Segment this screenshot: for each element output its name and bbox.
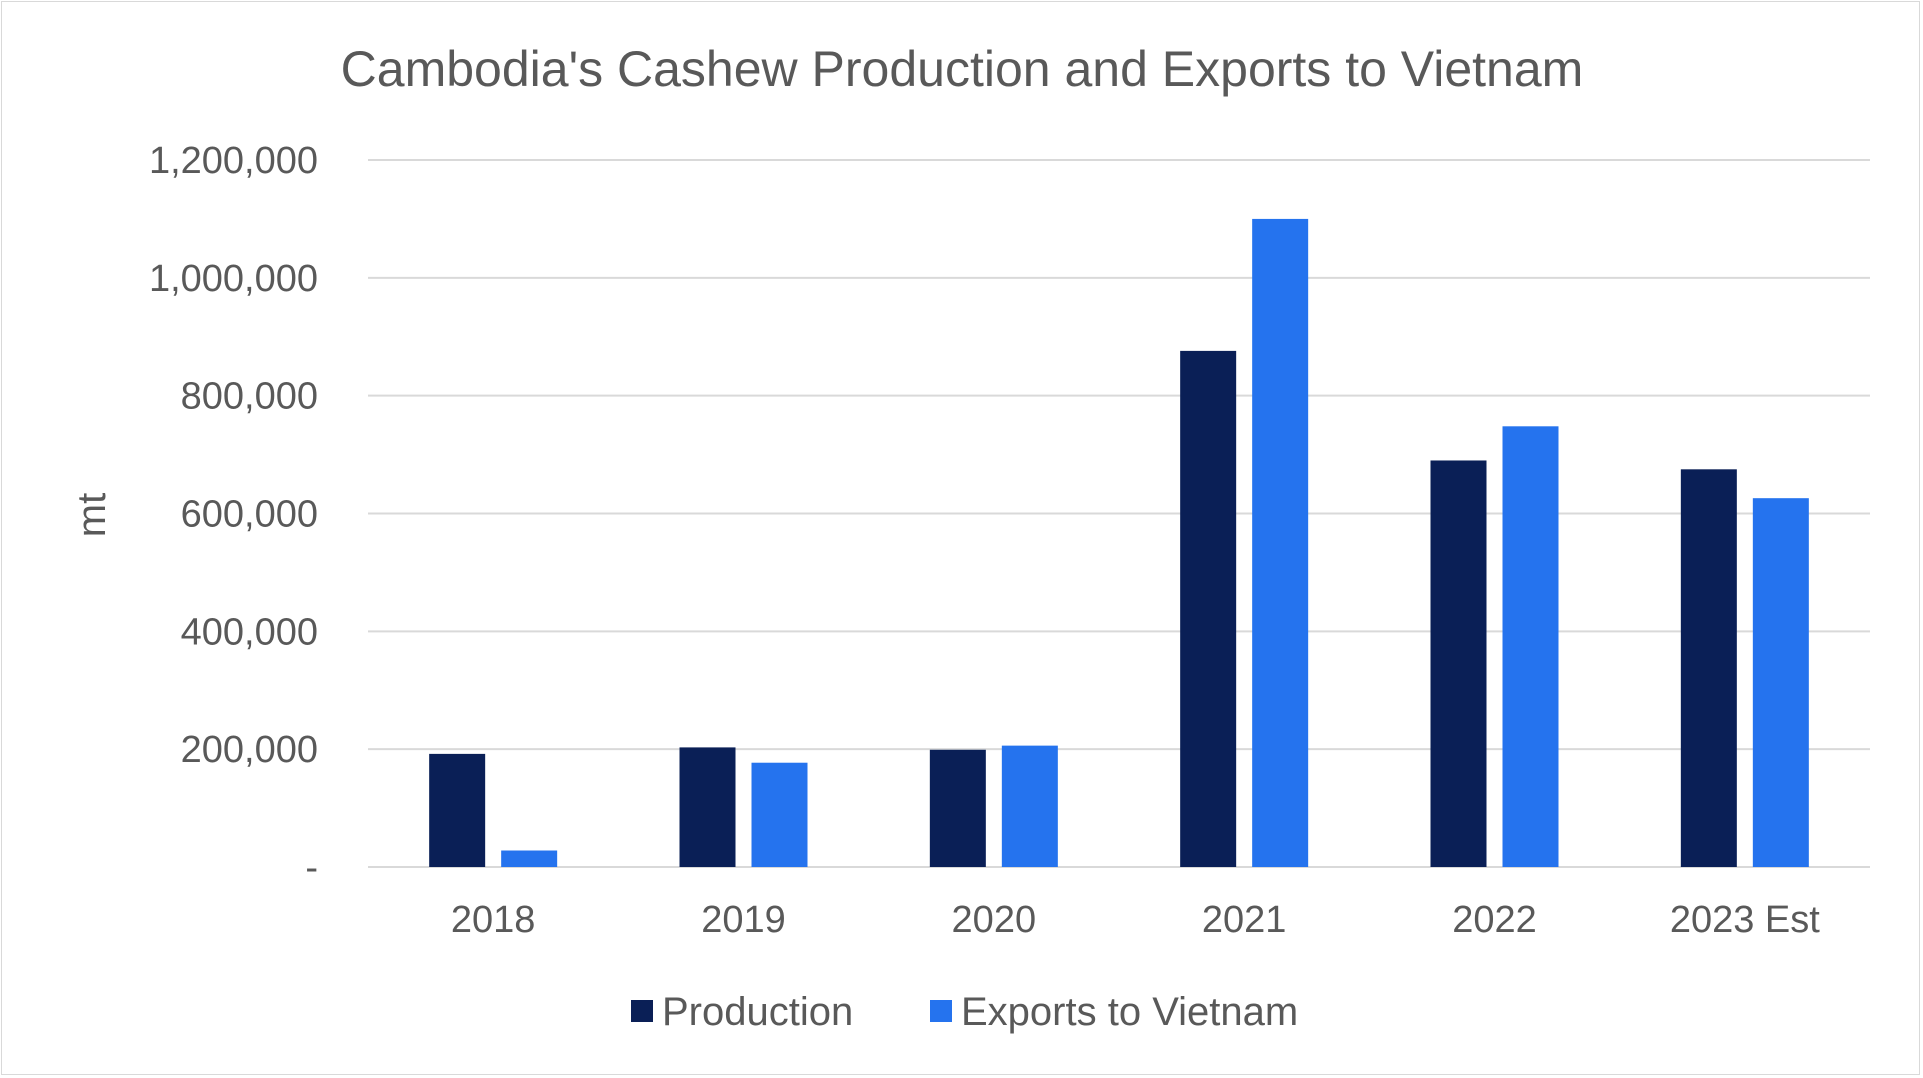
- x-tick-label: 2023 Est: [1670, 899, 1820, 941]
- legend-swatch: [631, 1000, 653, 1022]
- chart-title: Cambodia's Cashew Production and Exports…: [341, 41, 1584, 97]
- y-axis-title: mt: [70, 493, 114, 537]
- y-tick-label: 600,000: [181, 494, 318, 536]
- bar-production-2018: [429, 753, 486, 867]
- x-tick-label: 2019: [701, 899, 786, 941]
- x-tick-label: 2022: [1452, 899, 1537, 941]
- y-tick-label: -: [305, 847, 318, 889]
- bar-exports-2020: [1001, 745, 1058, 867]
- bar-exports-2022: [1502, 426, 1559, 867]
- x-tick-label: 2021: [1202, 899, 1287, 941]
- gridlines: [368, 159, 1870, 868]
- legend-label: Exports to Vietnam: [961, 990, 1298, 1034]
- bar-production-2022: [1430, 460, 1487, 867]
- bars: [429, 218, 1809, 867]
- bar-production-2019: [679, 747, 736, 867]
- x-tick-label: 2020: [952, 899, 1037, 941]
- legend: Production Exports to Vietnam: [631, 990, 1298, 1034]
- y-tick-label: 1,000,000: [149, 258, 318, 300]
- y-tick-label: 1,200,000: [149, 140, 318, 182]
- x-axis-ticks: 2018 2019 2020 2021 2022 2023 Est: [451, 899, 1820, 941]
- bar-exports-2018: [501, 850, 558, 867]
- x-tick-label: 2018: [451, 899, 536, 941]
- bar-production-2023-est: [1680, 469, 1737, 867]
- bar-exports-2021: [1252, 218, 1309, 867]
- bar-production-2020: [929, 749, 986, 867]
- bar-production-2021: [1180, 350, 1237, 867]
- y-tick-label: 400,000: [181, 611, 318, 653]
- y-tick-label: 200,000: [181, 729, 318, 771]
- legend-swatch: [930, 1000, 952, 1022]
- legend-label: Production: [662, 990, 853, 1034]
- y-axis-ticks: - 200,000 400,000 600,000 800,000 1,000,000 1,…: [149, 140, 318, 889]
- bar-exports-2023-est: [1752, 498, 1809, 867]
- y-tick-label: 800,000: [181, 376, 318, 418]
- bar-exports-2019: [751, 762, 808, 867]
